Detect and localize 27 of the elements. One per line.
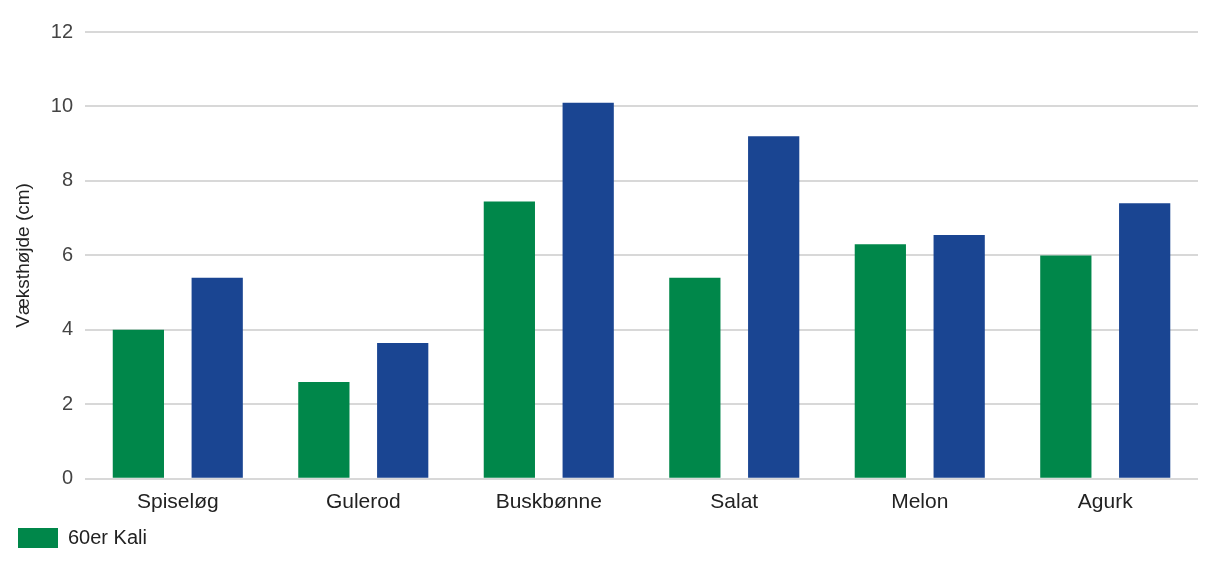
y-tick-label: 0: [61, 466, 74, 489]
y-tick-label: 2: [61, 391, 74, 414]
y-axis-title: Væksthøjde (cm): [11, 183, 33, 328]
y-tick-label: 6: [61, 242, 74, 265]
x-tick-label: Melon: [891, 489, 949, 513]
legend-label: 60er Kali: [68, 525, 147, 548]
x-tick-label: Agurk: [1077, 489, 1134, 513]
bar: [1040, 255, 1092, 478]
y-tick-label: 4: [61, 317, 74, 340]
bar: [191, 277, 243, 478]
bar: [483, 201, 535, 478]
bar: [1119, 203, 1171, 478]
x-tick-label: Buskbønne: [495, 489, 602, 513]
y-tick-label: 8: [61, 168, 74, 191]
bar: [854, 244, 906, 478]
bar: [377, 342, 429, 478]
bar: [298, 381, 350, 478]
x-tick-label: Spiseløg: [136, 489, 219, 513]
bar: [748, 136, 800, 478]
bar: [562, 102, 614, 478]
y-tick-label: 10: [50, 93, 74, 116]
bar: [112, 329, 164, 478]
bar: [669, 277, 721, 478]
x-tick-label: Salat: [710, 489, 759, 513]
x-tick-label: Gulerod: [325, 489, 401, 513]
bar: [933, 234, 985, 478]
y-tick-label: 12: [50, 19, 74, 42]
